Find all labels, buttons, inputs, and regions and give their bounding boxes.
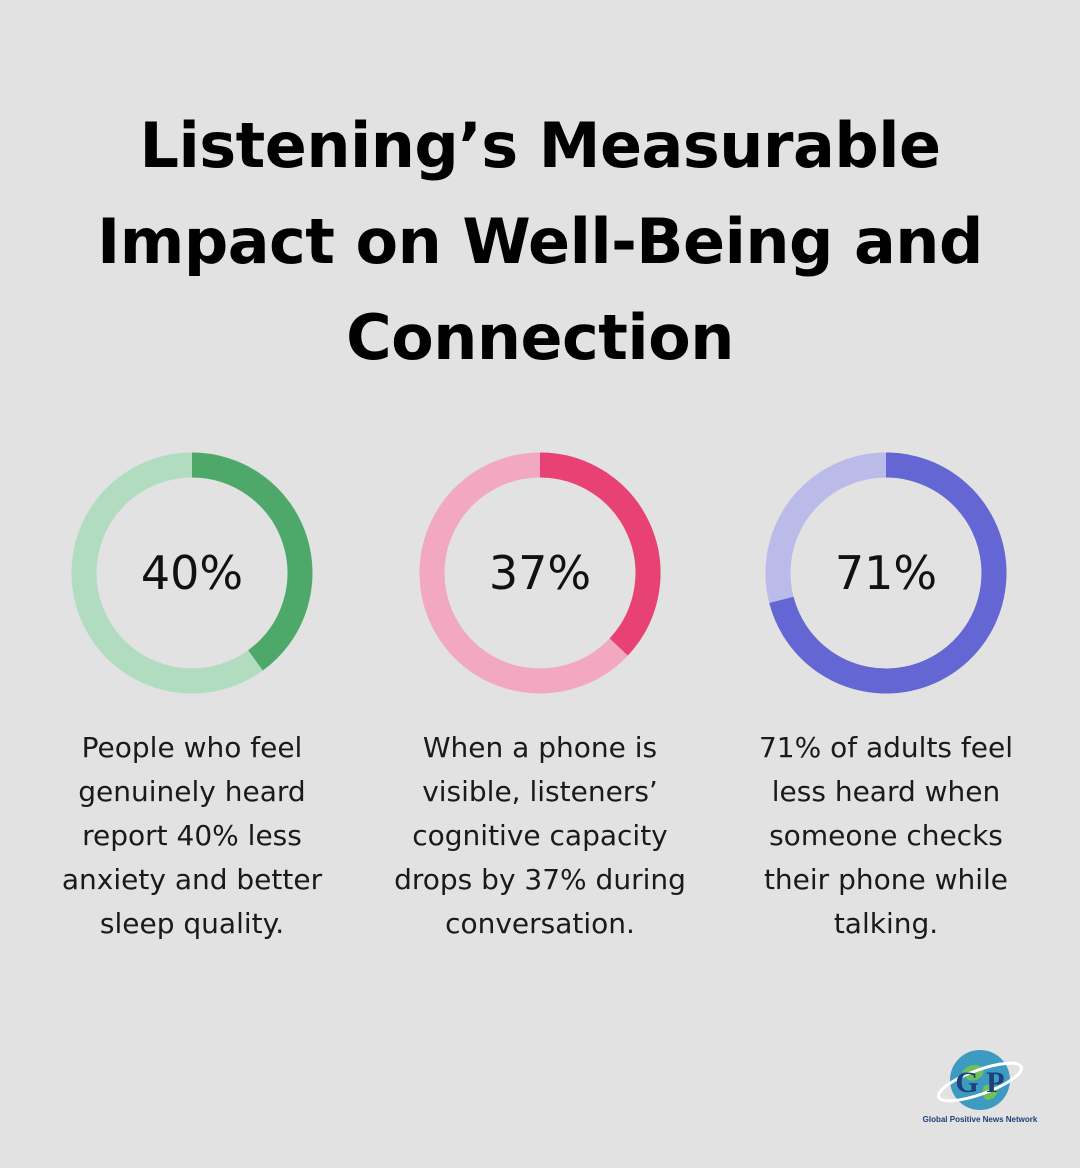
donut-chart-3: 71% (765, 452, 1007, 694)
page-title: Listening’s Measurable Impact on Well-Be… (97, 109, 983, 374)
stat-description-1: People who feel genuinely heard report 4… (61, 731, 323, 940)
donut-arc-2 (539, 452, 661, 656)
stat-card-3: 71% 71% of adults feel less heard when s… (716, 452, 1056, 946)
donut-value-3: 71% (835, 546, 937, 600)
donut-chart-2: 37% (419, 452, 661, 694)
donut-arc-3 (769, 452, 1007, 694)
gpnn-logo: G P Global Positive News Network (923, 1050, 1038, 1124)
stat-description-3: 71% of adults feel less heard when someo… (758, 731, 1014, 940)
stat-card-2: 37% When a phone is visible, listeners’ … (370, 452, 710, 946)
logo-caption: Global Positive News Network (923, 1115, 1038, 1124)
donut-value-2: 37% (489, 546, 591, 600)
orbit-ring (936, 1061, 1024, 1103)
donut-arc-1 (191, 452, 313, 671)
donut-chart-1: 40% (71, 452, 313, 694)
stat-description-2: When a phone is visible, listeners’ cogn… (394, 731, 686, 940)
stat-card-1: 40% People who feel genuinely heard repo… (22, 452, 362, 946)
donut-value-1: 40% (141, 546, 243, 600)
logo-letters: G P (955, 1066, 1004, 1099)
